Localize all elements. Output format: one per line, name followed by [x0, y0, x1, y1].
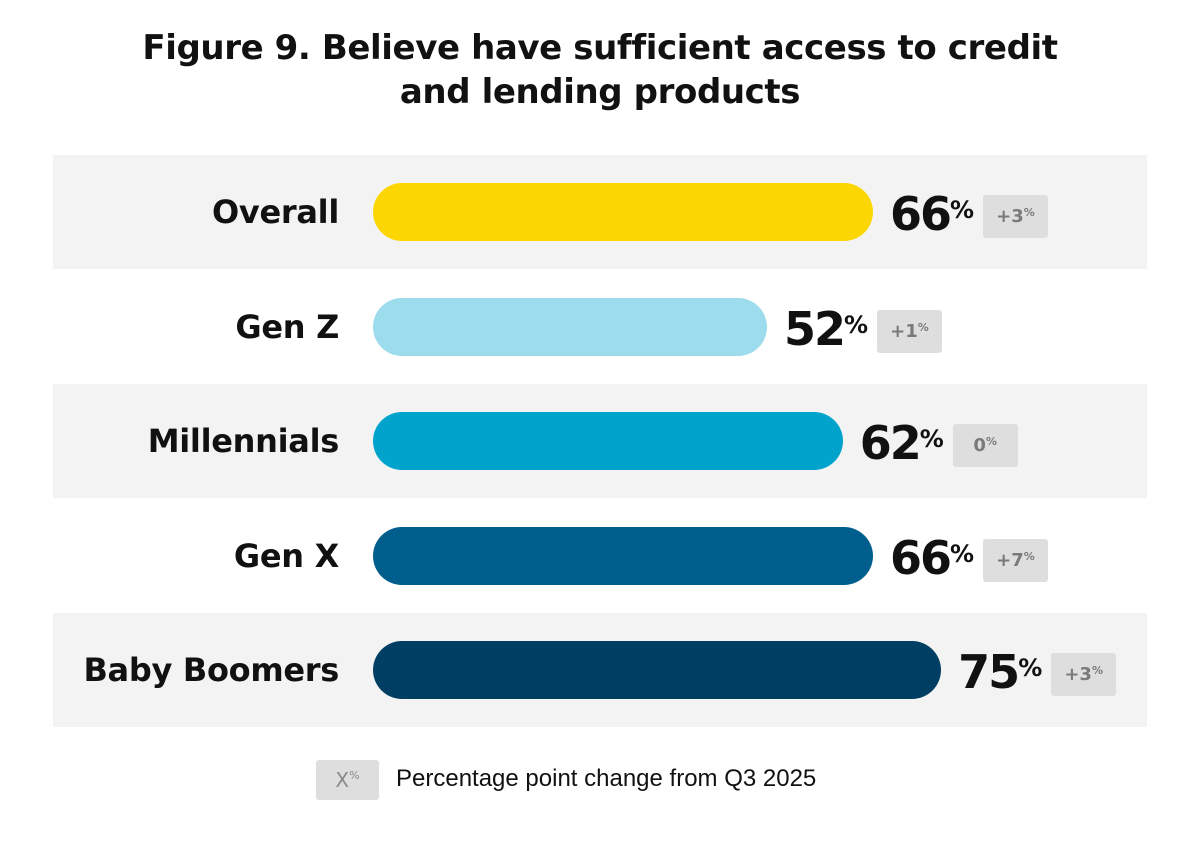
value-label: 52%: [783, 301, 868, 356]
chart-title-line-1: Figure 9. Believe have sufficient access…: [142, 28, 1058, 68]
category-label: Millennials: [147, 422, 340, 460]
change-chip: +3%: [983, 195, 1048, 238]
category-label: Gen X: [233, 536, 339, 575]
change-chip: +1%: [876, 309, 942, 353]
value-label: 66%: [890, 530, 974, 585]
category-label: Overall: [212, 193, 339, 231]
change-chip: +3%: [1051, 653, 1117, 696]
category-label: Baby Boomers: [83, 651, 339, 689]
legend-chip-symbol: X: [335, 768, 350, 792]
bar: [373, 412, 843, 470]
change-chip: +7%: [983, 538, 1048, 582]
bar: [373, 526, 873, 585]
bar: [373, 183, 873, 241]
value-label: 66%: [890, 187, 974, 241]
change-chip: 0%: [952, 424, 1018, 467]
chart-title-line-2: and lending products: [399, 72, 801, 112]
legend-chip: X%: [316, 760, 379, 800]
category-label: Gen Z: [235, 307, 339, 346]
bar: [373, 297, 767, 356]
bar: [373, 641, 942, 699]
chart-title: Figure 9. Believe have sufficient access…: [0, 26, 1200, 114]
legend-chip-unit: %: [349, 769, 360, 782]
value-label: 75%: [958, 645, 1042, 699]
value-label: 62%: [859, 416, 944, 470]
legend-text: Percentage point change from Q3 2025: [396, 765, 817, 792]
